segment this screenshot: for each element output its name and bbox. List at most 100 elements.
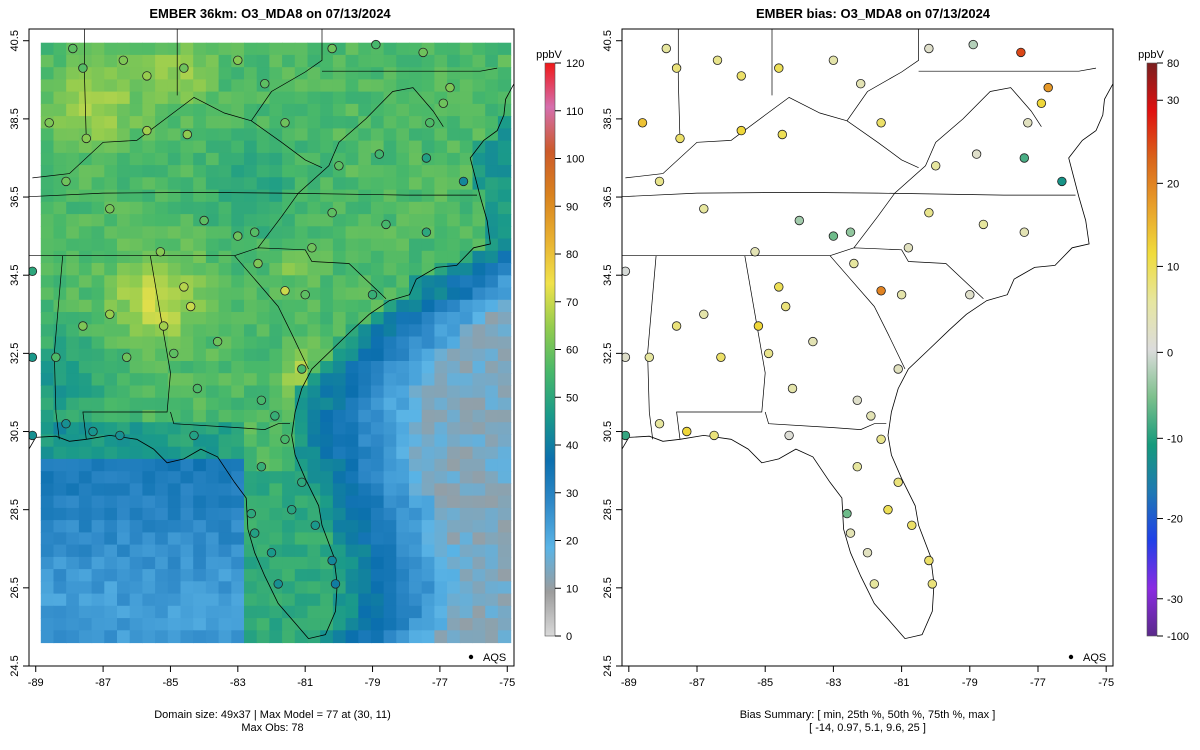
grid-cell [66,165,80,178]
grid-cell [40,312,55,325]
aqs-site [182,129,193,140]
grid-cell [91,618,105,631]
grid-cell [218,103,232,117]
grid-cell [434,373,448,386]
grid-cell [167,361,182,374]
colorbar-tick-label: 30 [1167,95,1179,107]
bias-site [931,161,941,171]
colorbar-tick-label: 80 [1167,58,1179,70]
grid-cell [421,373,435,386]
grid-cell [269,336,283,350]
grid-cell [358,581,372,595]
grid-cell [180,152,194,166]
grid-cell [282,569,296,582]
aqs-site [280,118,290,128]
grid-cell [117,214,131,227]
grid-cell [447,569,461,582]
grid-cell [282,409,296,423]
grid-cell [447,312,461,325]
grid-cell [421,348,435,362]
grid-cell [129,618,143,631]
grid-cell [193,483,207,497]
grid-cell [155,507,169,521]
grid-cell [91,409,105,423]
grid-cell [370,422,385,435]
grid-cell [447,520,461,533]
grid-cell [180,312,194,325]
grid-cell [434,238,448,252]
grid-cell [485,324,499,338]
grid-cell [320,214,334,227]
grid-cell [167,593,182,607]
grid-cell [434,409,448,423]
grid-cell [485,618,499,631]
grid-cell [167,507,182,521]
grid-cell [332,618,347,631]
grid-cell [447,458,461,472]
grid-cell [409,165,423,178]
bias-site [876,434,886,445]
grid-cell [269,495,283,509]
grid-cell [370,226,385,240]
bias-site [978,219,989,230]
lat-tick-label: 38.5 [9,108,21,129]
grid-cell [117,189,131,203]
bias-site [808,336,818,347]
grid-cell [269,128,283,142]
grid-cell [447,250,461,264]
grid-cell [129,630,143,644]
grid-cell [472,324,486,338]
grid-cell [167,385,182,399]
grid-cell [256,532,270,546]
grid-cell [459,226,474,240]
grid-cell [409,287,423,301]
grid-cell [434,385,448,399]
grid-cell [497,201,512,215]
grid-cell [332,471,347,484]
grid-cell [472,42,486,56]
colorbar-tick-label: 120 [566,58,584,70]
grid-cell [294,324,309,338]
grid-cell [485,630,499,644]
grid-cell [358,238,372,252]
grid-cell [269,238,283,252]
grid-cell [421,238,435,252]
grid-cell [485,605,499,619]
grid-cell [91,361,105,374]
grid-cell [307,116,321,129]
grid-cell [497,605,512,619]
grid-cell [447,471,461,484]
grid-cell [307,569,321,582]
grid-cell [167,397,182,411]
grid-cell [218,312,232,325]
grid-cell [78,287,93,301]
grid-cell [66,238,80,252]
grid-cell [294,434,309,448]
grid-cell [78,165,93,178]
grid-cell [383,42,397,56]
grid-cell [383,287,397,301]
grid-cell [332,54,347,68]
grid-cell [256,483,270,497]
grid-cell [434,507,448,521]
grid-cell [129,201,143,215]
grid-cell [66,618,80,631]
grid-cell [497,458,512,472]
grid-cell [40,630,55,644]
grid-cell [485,532,499,546]
grid-cell [497,91,512,105]
grid-cell [53,67,67,80]
grid-cell [459,238,474,252]
grid-cell [434,483,448,497]
grid-cell [345,140,359,154]
grid-cell [383,630,397,644]
grid-cell [307,618,321,631]
grid-cell [332,336,347,350]
grid-cell [370,312,385,325]
grid-cell [396,42,410,56]
bias-site [709,430,719,441]
grid-cell [370,605,385,619]
grid-cell [104,581,118,595]
grid-cell [396,434,410,448]
